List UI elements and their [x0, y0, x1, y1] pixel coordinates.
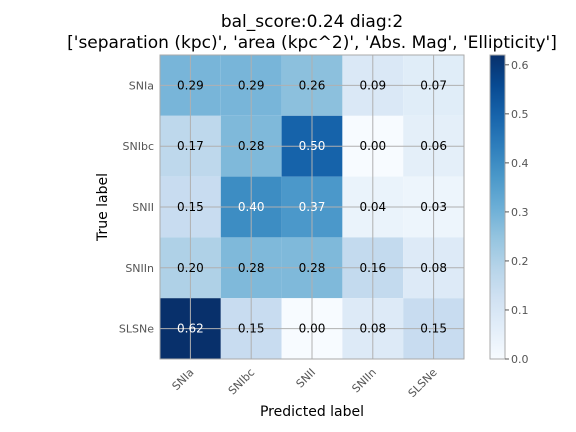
cell-value-label: 0.08	[420, 261, 447, 275]
y-tick-label: SNIbc	[123, 140, 155, 153]
cell-value-label: 0.26	[299, 78, 326, 92]
colorbar-tick-label: 0.0	[511, 353, 529, 366]
y-tick-label: SNII	[132, 201, 154, 214]
plot-frame	[159, 54, 465, 360]
colorbar-tick-label: 0.2	[511, 255, 529, 268]
cell-value-label: 0.29	[238, 78, 265, 92]
cell-value-label: 0.00	[299, 322, 326, 336]
y-tick-label: SNIIn	[125, 262, 154, 275]
cell-value-label: 0.06	[420, 139, 447, 153]
cell-value-labels: 0.29 0.29 0.26 0.09 0.07 0.17 0.28 0.50 0.00 0.06…	[177, 78, 447, 335]
colorbar-tick-label: 0.5	[511, 108, 529, 121]
cell-value-label: 0.17	[177, 139, 204, 153]
x-tick-labels: SNIa SNIbc SNII SNIIn SLSNe	[170, 366, 440, 400]
colorbar-ticks: 0.0 0.1 0.2 0.3 0.4 0.5 0.6	[505, 59, 529, 366]
cell-value-label: 0.28	[238, 139, 265, 153]
cell-value-label: 0.08	[359, 322, 386, 336]
cell-value-label: 0.28	[238, 261, 265, 275]
colorbar-tick-label: 0.4	[511, 157, 529, 170]
cell-value-label: 0.00	[359, 139, 386, 153]
colorbar-tick-label: 0.3	[511, 206, 529, 219]
x-tick-label: SNII	[294, 366, 319, 391]
colorbar-tick-label: 0.1	[511, 304, 529, 317]
x-tick-label: SNIa	[170, 366, 197, 393]
y-tick-label: SNIa	[129, 79, 154, 92]
y-tick-label: SLSNe	[119, 323, 154, 336]
colorbar	[489, 54, 506, 360]
y-tick-labels: SNIa SNIbc SNII SNIIn SLSNe	[119, 79, 154, 335]
heatmap-grid	[160, 55, 464, 359]
chart-subtitle: ['separation (kpc)', 'area (kpc^2)', 'Ab…	[67, 33, 557, 53]
cell-value-label: 0.62	[177, 322, 204, 336]
cell-value-label: 0.20	[177, 261, 204, 275]
cell-value-label: 0.03	[420, 200, 447, 214]
cell-value-label: 0.50	[299, 139, 326, 153]
cell-value-label: 0.15	[420, 322, 447, 336]
cell-value-label: 0.16	[359, 261, 386, 275]
cell-value-label: 0.37	[299, 200, 326, 214]
y-axis-label: True label	[95, 173, 111, 242]
x-tick-label: SNIIn	[349, 366, 378, 395]
cell-value-label: 0.15	[238, 322, 265, 336]
x-axis-label: Predicted label	[260, 404, 364, 420]
x-tick-label: SNIbc	[226, 366, 257, 397]
cell-value-label: 0.40	[238, 200, 265, 214]
cell-value-label: 0.28	[299, 261, 326, 275]
cell-value-label: 0.04	[359, 200, 386, 214]
cell-value-label: 0.29	[177, 78, 204, 92]
x-tick-label: SLSNe	[406, 366, 440, 400]
cell-value-label: 0.15	[177, 200, 204, 214]
cell-value-label: 0.07	[420, 78, 447, 92]
colorbar-tick-label: 0.6	[511, 59, 529, 72]
chart-title: bal_score:0.24 diag:2	[221, 12, 403, 32]
cell-value-label: 0.09	[359, 78, 386, 92]
